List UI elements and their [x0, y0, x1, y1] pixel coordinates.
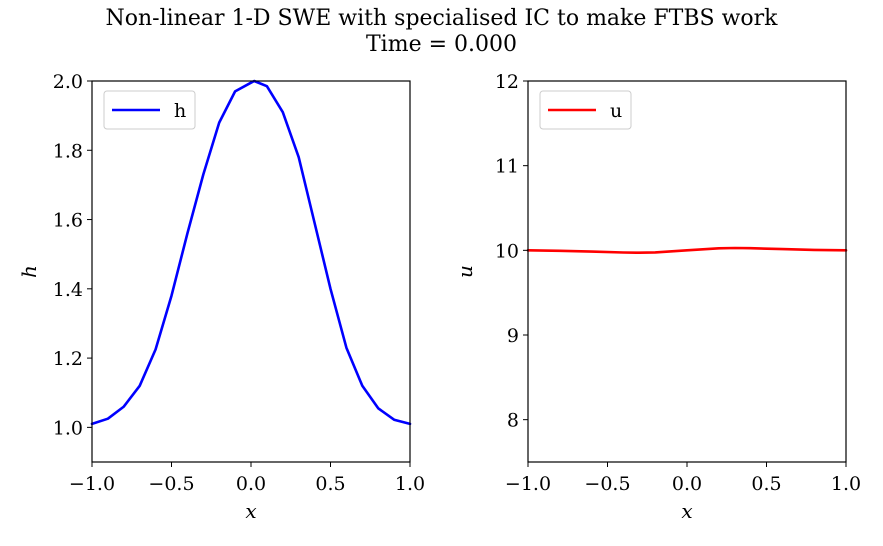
y-tick-label: 1.8: [53, 140, 83, 162]
x-tick-label: 0.0: [236, 473, 266, 495]
x-tick-label: −1.0: [69, 473, 115, 495]
y-tick-label: 1.0: [53, 417, 83, 439]
figure-subtitle: Time = 0.000: [366, 32, 517, 57]
y-tick-label: 1.2: [53, 348, 83, 370]
y-tick-label: 1.6: [53, 210, 83, 232]
legend-label-u: u: [610, 100, 622, 122]
series-line-h: [90, 79, 412, 426]
y-tick-label: 9: [507, 325, 519, 347]
y-tick-label: 12: [495, 71, 519, 93]
x-tick-label: 1.0: [395, 473, 425, 495]
x-tick-label: 0.5: [315, 473, 345, 495]
axes-frame: [91, 80, 411, 463]
legend-label-h: h: [174, 100, 186, 122]
figure-title: Non-linear 1-D SWE with specialised IC t…: [105, 6, 778, 31]
x-tick-label: −0.5: [148, 473, 194, 495]
y-tick-label: 8: [507, 410, 519, 432]
h-panel: −1.0 −0.5 0.0 0.5 1.0 1.0 1.2 1.4 1.6 1.8 2.0 x h h: [17, 71, 425, 523]
y-tick-label: 1.4: [53, 279, 83, 301]
y-tick-label: 10: [495, 240, 519, 262]
x-axis-label: x: [245, 499, 256, 523]
x-tick-label: 0.5: [751, 473, 781, 495]
x-tick-label: −0.5: [584, 473, 630, 495]
y-tick-label: 11: [495, 156, 519, 178]
y-axis-label: h: [17, 265, 41, 278]
x-tick-label: 0.0: [672, 473, 702, 495]
y-tick-label: 2.0: [53, 71, 83, 93]
axes-frame: [527, 80, 847, 463]
u-panel: −1.0 −0.5 0.0 0.5 1.0 8 9 10 11 12 x u u: [453, 71, 861, 523]
series-line-u: [526, 246, 848, 254]
figure-title-block: Non-linear 1-D SWE with specialised IC t…: [0, 6, 883, 58]
y-axis-label: u: [453, 265, 477, 278]
x-tick-label: −1.0: [505, 473, 551, 495]
x-tick-label: 1.0: [831, 473, 861, 495]
x-axis-label: x: [681, 499, 692, 523]
